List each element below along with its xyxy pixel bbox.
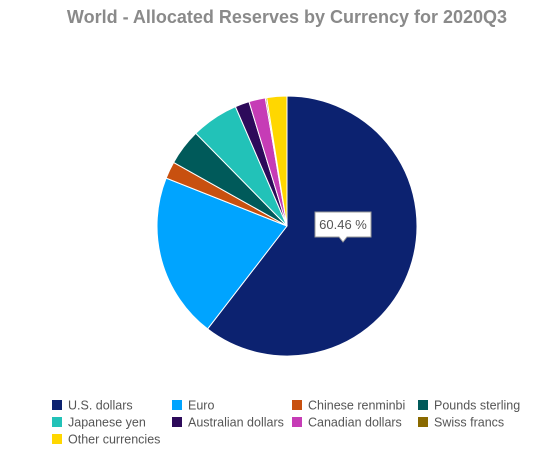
tooltip-label: 60.46 % (319, 217, 367, 232)
legend-swatch (172, 400, 182, 410)
legend-label: Pounds sterling (434, 398, 520, 412)
legend-label: Chinese renminbi (308, 398, 405, 412)
legend-swatch (52, 434, 62, 444)
legend-label: Australian dollars (188, 415, 284, 429)
legend-swatch (292, 400, 302, 410)
legend-label: Canadian dollars (308, 415, 402, 429)
legend-label: Swiss francs (434, 415, 504, 429)
chart-title: World - Allocated Reserves by Currency f… (67, 7, 507, 27)
legend-label: Japanese yen (68, 415, 146, 429)
pie-slice (266, 95, 288, 227)
pie-slice (156, 177, 288, 330)
legend-label: Other currencies (68, 432, 160, 446)
legend-label: Euro (188, 398, 214, 412)
legend-swatch (418, 400, 428, 410)
legend-swatch (172, 417, 182, 427)
legend-label: U.S. dollars (68, 398, 133, 412)
legend-swatch (52, 400, 62, 410)
legend-swatch (52, 417, 62, 427)
legend-swatch (418, 417, 428, 427)
legend-swatch (292, 417, 302, 427)
tooltip-box (314, 211, 372, 243)
pie-slice (206, 95, 418, 357)
